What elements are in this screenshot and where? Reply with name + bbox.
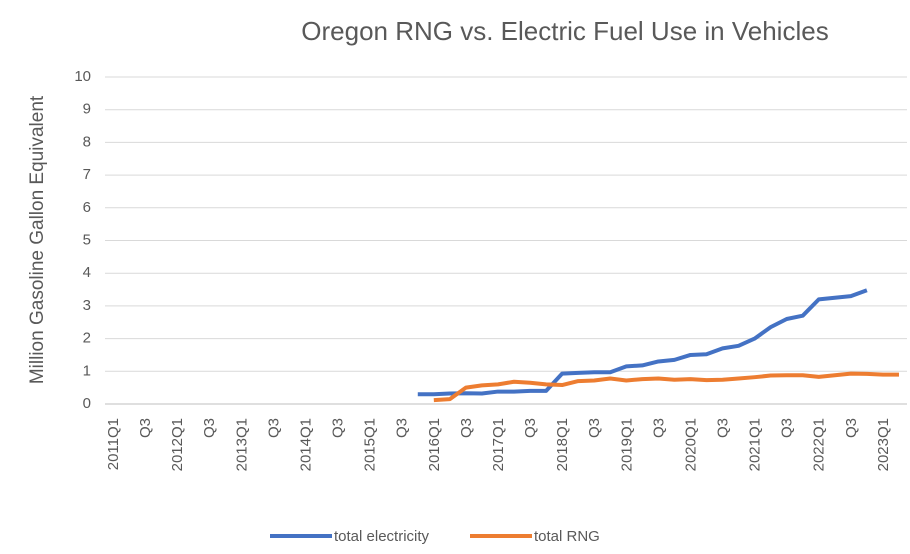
x-tick-label: Q3 — [715, 418, 732, 438]
x-tick-label: 2015Q1 — [362, 418, 379, 471]
chart-title: Oregon RNG vs. Electric Fuel Use in Vehi… — [301, 16, 828, 46]
x-tick-label: Q3 — [458, 418, 475, 438]
x-tick-label: Q3 — [394, 418, 411, 438]
y-tick-label: 1 — [83, 362, 91, 379]
x-tick-label: Q3 — [779, 418, 796, 438]
x-tick-label: Q3 — [843, 418, 860, 438]
y-tick-label: 6 — [83, 199, 91, 216]
x-tick-label: Q3 — [586, 418, 603, 438]
x-tick-label: Q3 — [330, 418, 347, 438]
y-tick-label: 3 — [83, 297, 91, 314]
y-tick-label: 5 — [83, 231, 91, 248]
legend-label: total electricity — [334, 528, 430, 545]
y-tick-label: 10 — [74, 68, 91, 85]
y-tick-label: 2 — [83, 330, 91, 347]
y-tick-label: 7 — [83, 166, 91, 183]
x-tick-label: Q3 — [137, 418, 154, 438]
legend-label: total RNG — [534, 528, 600, 545]
x-tick-label: 2011Q1 — [105, 418, 122, 470]
y-tick-label: 8 — [83, 133, 91, 150]
x-tick-label: 2017Q1 — [490, 418, 507, 471]
x-tick-label: Q3 — [522, 418, 539, 438]
x-tick-label: 2021Q1 — [747, 418, 764, 471]
x-tick-label: 2012Q1 — [169, 418, 186, 471]
x-tick-label: 2013Q1 — [233, 418, 250, 471]
y-tick-label: 4 — [83, 264, 91, 281]
y-tick-label: 0 — [83, 395, 91, 412]
x-tick-label: 2018Q1 — [554, 418, 571, 471]
x-tick-label: 2016Q1 — [426, 418, 443, 471]
x-tick-label: Q3 — [265, 418, 282, 438]
x-tick-label: 2022Q1 — [811, 418, 828, 471]
x-tick-label: 2019Q1 — [618, 418, 635, 471]
x-tick-label: 2014Q1 — [297, 418, 314, 471]
x-tick-label: Q3 — [650, 418, 667, 438]
x-tick-label: 2023Q1 — [875, 418, 892, 471]
series-line — [433, 371, 899, 403]
x-tick-label: 2020Q1 — [682, 418, 699, 471]
y-axis-label: Million Gasoline Gallon Equivalent — [27, 95, 48, 384]
series-line — [417, 288, 868, 397]
x-tick-label: Q3 — [201, 418, 218, 438]
y-tick-label: 9 — [83, 101, 91, 118]
